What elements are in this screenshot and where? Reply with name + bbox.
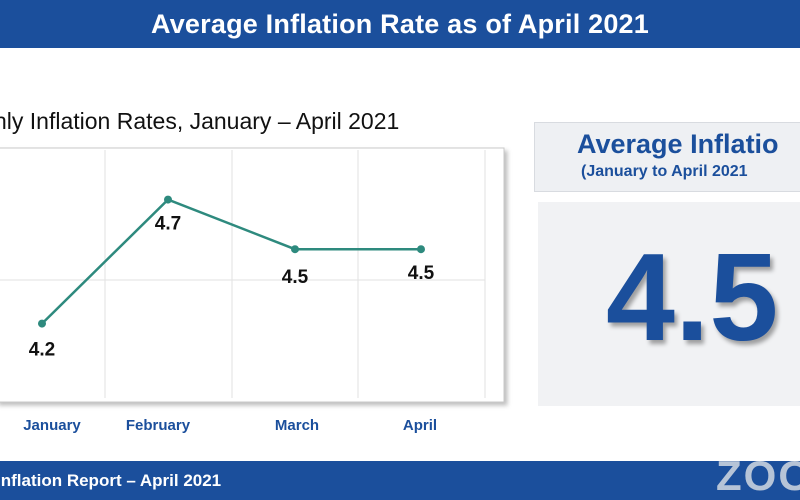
data-label: 4.2 <box>29 340 55 361</box>
average-value-box: 4.5 <box>538 202 800 406</box>
data-labels: 4.2 4.7 4.5 4.5 <box>29 214 435 361</box>
zoom-watermark: ZOO <box>716 452 800 499</box>
data-point <box>417 245 425 254</box>
page-title: Average Inflation Rate as of April 2021 <box>151 8 649 39</box>
average-header: Average Inflatio (January to April 2021 <box>534 122 800 192</box>
x-tick-label: March <box>275 417 319 434</box>
data-label: 4.5 <box>282 267 309 288</box>
data-point <box>164 195 172 204</box>
average-value: 4.5 <box>606 229 779 367</box>
footer-text: Inflation Report – April 2021 <box>0 471 222 490</box>
footer-bar: Inflation Report – April 2021 <box>0 461 800 500</box>
plot-frame <box>0 147 505 403</box>
series-line <box>41 198 421 325</box>
x-tick-label: February <box>126 417 191 434</box>
data-label: 4.5 <box>408 263 435 284</box>
chart-title: hly Inflation Rates, January – April 202… <box>0 108 400 134</box>
data-label: 4.7 <box>155 214 181 235</box>
x-tick-label: April <box>403 417 437 434</box>
data-point <box>38 319 46 328</box>
series-polyline <box>41 198 421 325</box>
gridlines <box>0 150 486 398</box>
data-point <box>291 245 299 254</box>
average-subtitle: (January to April 2021 <box>581 163 748 180</box>
data-points <box>38 195 425 328</box>
header-bar: Average Inflation Rate as of April 2021 <box>0 0 800 48</box>
line-chart: 4.2 4.7 4.5 4.5 January February March April <box>0 147 505 434</box>
x-tick-labels: January February March April <box>23 417 437 434</box>
x-tick-label: January <box>23 417 81 434</box>
average-title: Average Inflatio <box>577 129 779 159</box>
